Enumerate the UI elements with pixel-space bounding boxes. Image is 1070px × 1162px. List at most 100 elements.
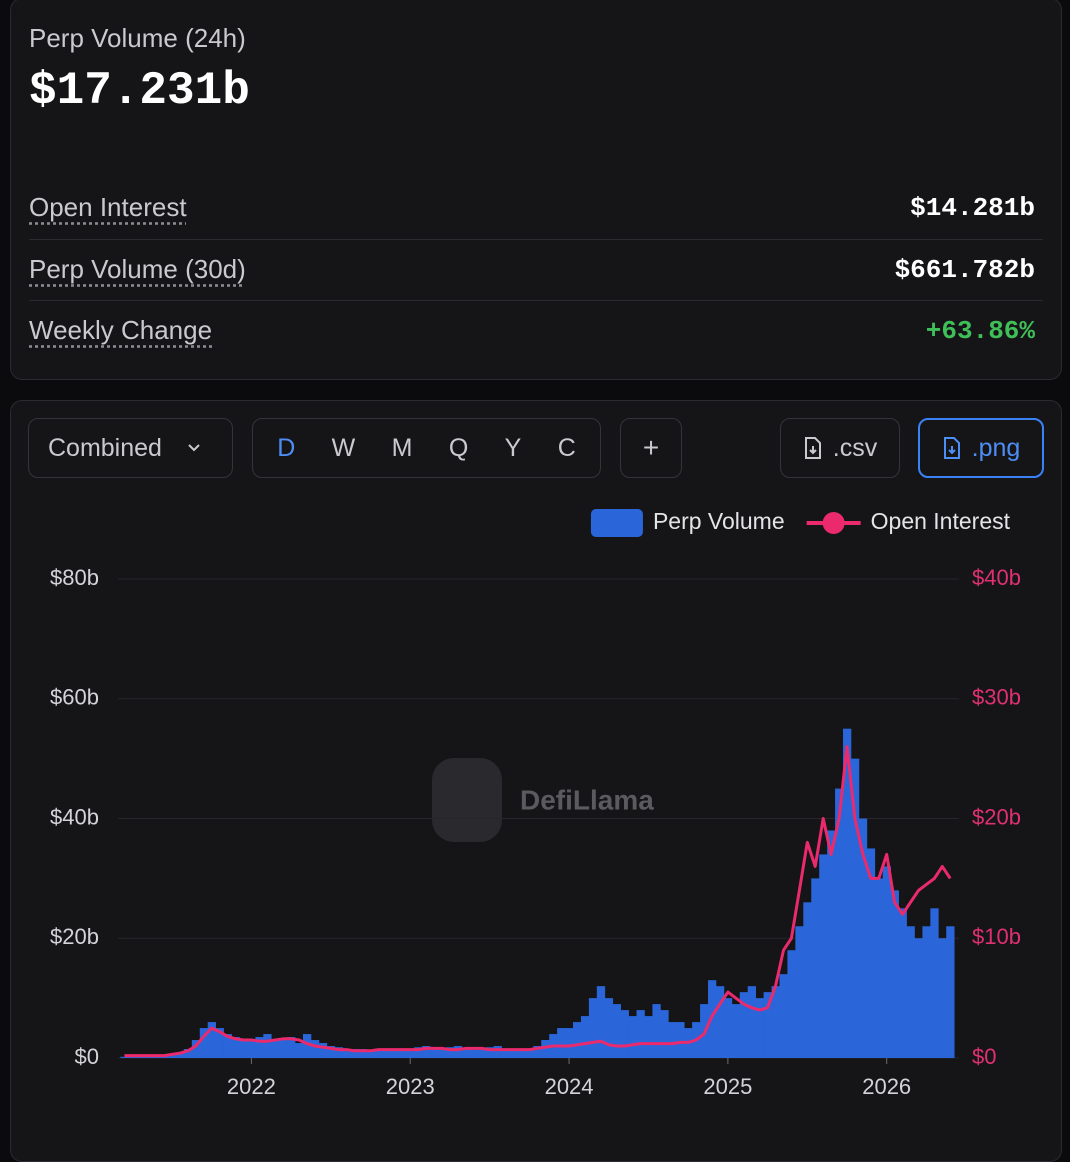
bar: [485, 1047, 494, 1058]
stats-value: $17.231b: [29, 65, 250, 117]
csv-label: .csv: [832, 433, 878, 462]
csv-button[interactable]: .csv: [780, 418, 900, 478]
watermark-logo: [432, 758, 502, 842]
bar: [469, 1049, 479, 1058]
bar: [843, 728, 852, 1058]
bar: [636, 1010, 645, 1058]
x-tick-label: 2023: [386, 1074, 435, 1099]
bar: [168, 1055, 177, 1058]
bar: [930, 908, 939, 1058]
stat-value: $14.281b: [910, 193, 1035, 223]
bar: [295, 1043, 304, 1058]
bar: [398, 1049, 407, 1058]
bar: [287, 1037, 296, 1058]
bar: [747, 986, 756, 1058]
interval[interactable]: C: [557, 433, 576, 462]
bar: [652, 1004, 661, 1058]
bar: [763, 992, 772, 1058]
bar: [898, 908, 907, 1058]
bar: [207, 1022, 216, 1058]
legend-label: Perp Volume: [653, 508, 785, 534]
y-tick-label: $80b: [50, 565, 99, 590]
bar: [565, 1028, 574, 1058]
bar: [517, 1050, 526, 1058]
png-button[interactable]: .png: [918, 418, 1044, 478]
bar: [795, 926, 804, 1058]
interval[interactable]: D: [277, 433, 296, 462]
bar: [438, 1049, 447, 1058]
bar: [890, 890, 899, 1058]
bar: [445, 1047, 455, 1058]
interval[interactable]: M: [391, 433, 413, 462]
bar: [271, 1040, 280, 1058]
y2-tick-label: $40b: [972, 565, 1021, 590]
interval[interactable]: Y: [504, 433, 522, 462]
bar: [461, 1049, 471, 1058]
stat-label[interactable]: Open Interest: [29, 192, 187, 222]
stat-value: $661.782b: [894, 255, 1035, 285]
bar: [430, 1049, 439, 1058]
bar: [501, 1049, 510, 1058]
y-tick-label: $0: [75, 1044, 99, 1069]
bar: [152, 1056, 161, 1058]
bar: [835, 788, 844, 1058]
bar: [906, 926, 915, 1058]
bar: [279, 1040, 288, 1058]
stats-card: Perp Volume (24h) $17.231b Open Interest…: [10, 0, 1062, 380]
bar: [199, 1028, 209, 1058]
bar: [533, 1046, 542, 1058]
bar: [755, 998, 764, 1058]
bar: [850, 758, 860, 1058]
bar: [390, 1049, 399, 1058]
stat-label[interactable]: Perp Volume (30d): [29, 254, 246, 284]
bar: [509, 1049, 518, 1058]
bar: [580, 1016, 590, 1058]
y-tick-label: $60b: [50, 685, 99, 710]
bar: [326, 1046, 336, 1058]
stat-label[interactable]: Weekly Change: [29, 315, 213, 345]
separator: [29, 239, 1043, 240]
bar: [334, 1047, 344, 1058]
bar: [350, 1049, 359, 1058]
interval[interactable]: W: [331, 433, 356, 462]
x-tick-label: 2024: [545, 1074, 594, 1099]
interval[interactable]: Q: [448, 433, 469, 462]
bar: [612, 1004, 621, 1058]
bar: [827, 830, 836, 1058]
bar: [406, 1049, 415, 1058]
x-tick-label: 2022: [227, 1074, 276, 1099]
bar: [866, 848, 876, 1058]
bar: [374, 1050, 383, 1058]
chart: DefiLlama $0 $20b $40b $60b $80b $0 $10b $20b $3…: [50, 508, 1021, 1099]
y2-tick-label: $20b: [972, 804, 1021, 829]
add-button[interactable]: +: [620, 418, 682, 478]
bar: [239, 1040, 248, 1058]
bar: [231, 1037, 240, 1058]
bar: [310, 1040, 320, 1058]
bar: [914, 938, 923, 1058]
bar: [723, 998, 733, 1058]
png-label: .png: [971, 433, 1021, 462]
bar: [803, 902, 812, 1058]
bar: [858, 818, 868, 1058]
bar: [453, 1046, 463, 1058]
bar: [660, 1010, 669, 1058]
file-icon: [804, 437, 821, 459]
stats-title: Perp Volume (24h): [29, 23, 246, 53]
dropdown[interactable]: Combined: [28, 418, 233, 478]
bar: [596, 986, 606, 1058]
bar: [731, 1004, 741, 1058]
dropdown-label: Combined: [48, 433, 162, 462]
y2-tick-label: $10b: [972, 924, 1021, 949]
bar: [342, 1049, 351, 1058]
bar: [541, 1040, 550, 1058]
bar: [136, 1056, 145, 1058]
bar: [422, 1046, 431, 1058]
bar: [676, 1022, 685, 1058]
bar: [787, 950, 796, 1058]
bar: [160, 1056, 169, 1058]
bar: [493, 1046, 502, 1058]
bar: [128, 1056, 137, 1058]
bar: [215, 1028, 224, 1058]
